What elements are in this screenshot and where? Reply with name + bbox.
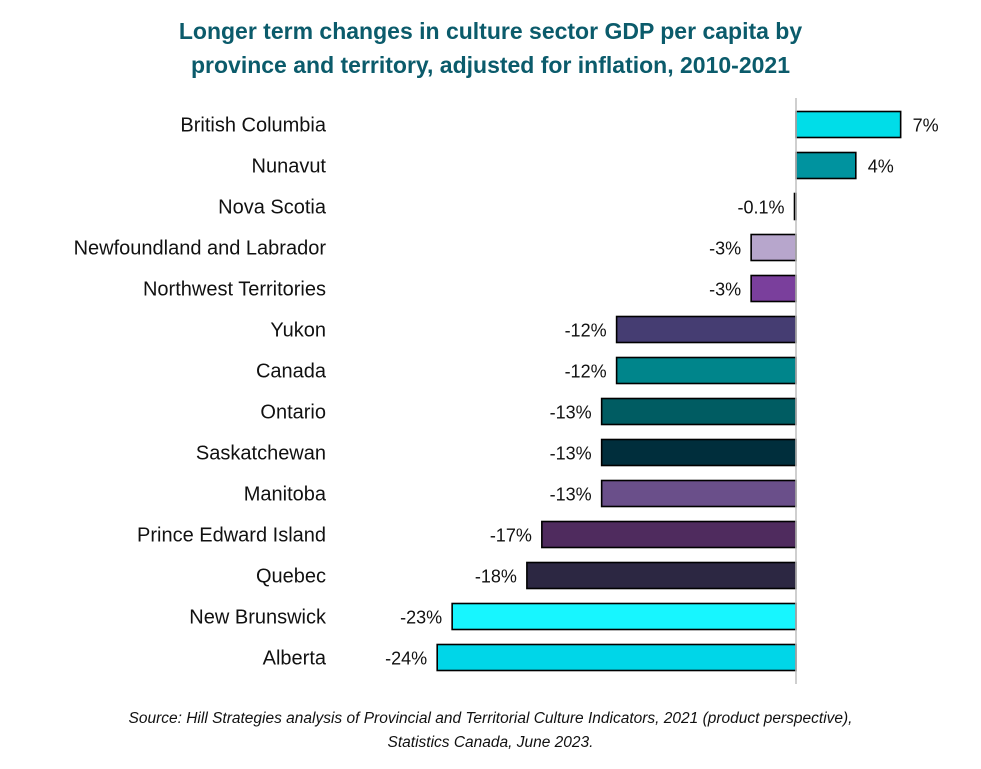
category-label-new-brunswick: New Brunswick	[189, 607, 327, 629]
bar-northwest-territories	[750, 274, 797, 303]
bar-alberta	[436, 643, 797, 672]
category-label-ontario: Ontario	[260, 402, 326, 424]
value-label-northwest-territories: -3%	[709, 280, 741, 300]
value-label-yukon: -12%	[565, 321, 607, 341]
bars-group	[436, 110, 902, 672]
source-note: Source: Hill Strategies analysis of Prov…	[0, 707, 981, 755]
source-line-2: Statistics Canada, June 2023.	[387, 734, 594, 751]
value-label-ontario: -13%	[550, 403, 592, 423]
bar-ontario	[600, 397, 797, 426]
category-label-saskatchewan: Saskatchewan	[196, 443, 326, 465]
category-label-quebec: Quebec	[256, 566, 326, 588]
value-label-alberta: -24%	[385, 649, 427, 669]
value-label-nunavut: 4%	[868, 157, 894, 177]
value-label-manitoba: -13%	[550, 485, 592, 505]
value-label-new-brunswick: -23%	[400, 608, 442, 628]
bar-canada	[615, 356, 797, 385]
category-label-newfoundland-and-labrador: Newfoundland and Labrador	[74, 238, 327, 260]
category-label-canada: Canada	[256, 361, 327, 383]
bar-yukon	[615, 315, 797, 344]
category-label-nunavut: Nunavut	[252, 156, 327, 178]
chart-title-line-1: Longer term changes in culture sector GD…	[178, 18, 803, 44]
value-label-british-columbia: 7%	[913, 116, 939, 136]
value-label-quebec: -18%	[475, 567, 517, 587]
chart-title: Longer term changes in culture sector GD…	[0, 14, 981, 82]
category-label-yukon: Yukon	[270, 320, 326, 342]
bar-new-brunswick	[451, 602, 797, 631]
bar-newfoundland-and-labrador	[750, 233, 797, 262]
category-label-manitoba: Manitoba	[244, 484, 327, 506]
category-label-nova-scotia: Nova Scotia	[218, 197, 327, 219]
source-line-1: Source: Hill Strategies analysis of Prov…	[128, 710, 853, 727]
category-label-alberta: Alberta	[263, 648, 327, 670]
bar-prince-edward-island	[541, 520, 797, 549]
value-label-nova-scotia: -0.1%	[737, 198, 784, 218]
value-label-newfoundland-and-labrador: -3%	[709, 239, 741, 259]
bar-british-columbia	[795, 110, 902, 139]
value-label-saskatchewan: -13%	[550, 444, 592, 464]
bar-saskatchewan	[600, 438, 797, 467]
value-label-canada: -12%	[565, 362, 607, 382]
bar-nunavut	[795, 151, 857, 180]
category-label-british-columbia: British Columbia	[180, 115, 326, 137]
category-label-prince-edward-island: Prince Edward Island	[137, 525, 326, 547]
chart-title-line-2: province and territory, adjusted for inf…	[190, 52, 790, 78]
bar-chart: British Columbia 7% Nunavut 4% Nova Scotia -0…	[74, 98, 939, 684]
bar-manitoba	[600, 479, 797, 508]
value-label-prince-edward-island: -17%	[490, 526, 532, 546]
bar-quebec	[526, 561, 797, 590]
category-label-northwest-territories: Northwest Territories	[143, 279, 326, 301]
labels-group: British Columbia 7% Nunavut 4% Nova Scotia -0…	[74, 115, 939, 670]
